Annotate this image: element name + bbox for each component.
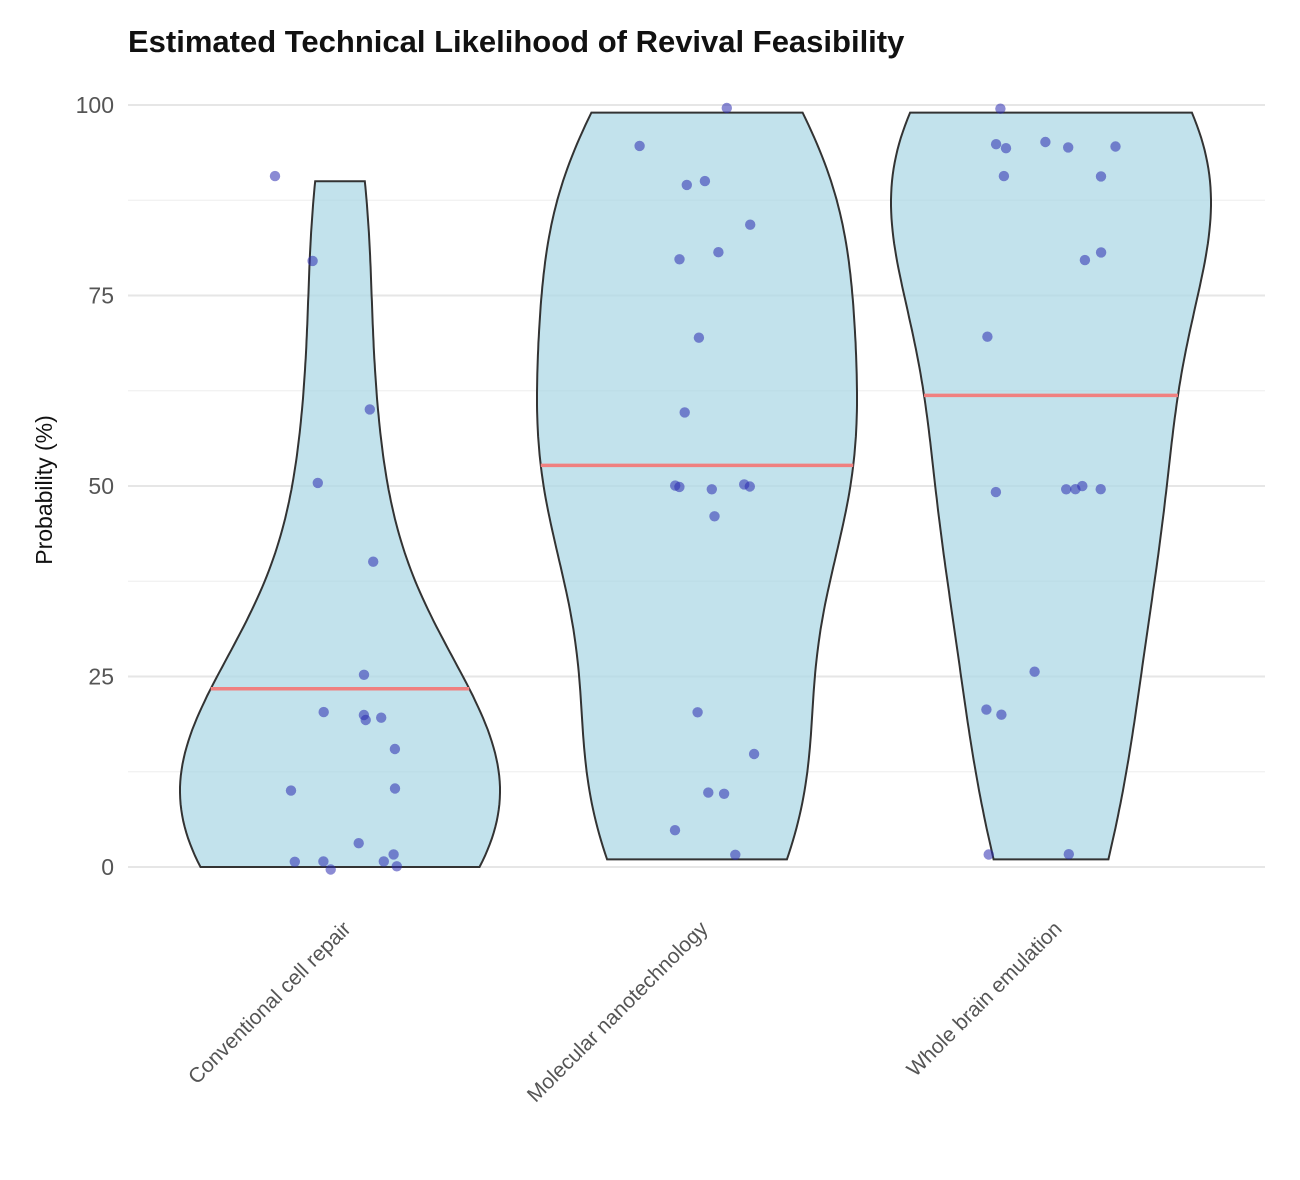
data-point — [358, 669, 370, 680]
data-point — [388, 849, 399, 860]
y-tick-label: 0 — [101, 854, 114, 880]
data-point — [318, 706, 329, 718]
data-point — [674, 254, 685, 265]
data-point — [285, 785, 297, 796]
data-point — [391, 861, 402, 872]
violin-layer — [179, 111, 1212, 868]
data-point — [693, 332, 705, 343]
data-point — [378, 856, 389, 867]
data-point — [312, 477, 323, 489]
mean-line-layer — [210, 393, 1178, 691]
data-point — [269, 170, 281, 182]
data-point — [748, 748, 760, 760]
data-point — [681, 179, 692, 191]
data-point — [1095, 247, 1107, 258]
data-point — [996, 709, 1007, 720]
data-point — [730, 849, 741, 860]
data-point — [1070, 484, 1081, 495]
data-point — [718, 788, 730, 799]
data-point — [709, 511, 720, 522]
data-point — [669, 825, 681, 836]
data-point — [325, 864, 336, 875]
data-point — [376, 712, 387, 723]
data-point — [713, 247, 724, 258]
data-point — [739, 479, 750, 490]
data-point — [983, 849, 994, 860]
data-point — [721, 102, 732, 114]
data-point — [289, 856, 300, 867]
data-point — [1110, 141, 1121, 152]
data-point — [1063, 142, 1074, 153]
data-point — [307, 255, 318, 267]
violin-2 — [890, 111, 1212, 861]
data-point — [1079, 254, 1091, 266]
data-point — [358, 709, 370, 721]
data-point — [1095, 171, 1107, 182]
data-point — [368, 556, 379, 567]
data-point — [1000, 143, 1012, 154]
data-point — [353, 838, 364, 849]
data-point — [634, 140, 645, 152]
y-tick-label: 100 — [76, 92, 114, 118]
data-point — [745, 219, 756, 230]
data-point — [670, 480, 681, 491]
data-point — [990, 486, 1002, 498]
data-point — [995, 103, 1006, 114]
data-point — [318, 856, 329, 867]
data-point — [703, 787, 714, 798]
x-category-label: Conventional cell repair — [184, 917, 355, 1088]
y-axis-label: Probability (%) — [31, 415, 57, 565]
y-axis-ticks: 0 25 50 75 100 — [76, 92, 114, 880]
data-point — [1040, 136, 1051, 148]
data-point — [389, 743, 401, 755]
data-point — [679, 407, 690, 418]
data-point — [389, 783, 401, 794]
data-point — [982, 331, 993, 342]
data-point — [1061, 484, 1072, 495]
data-point — [1063, 849, 1075, 860]
data-point — [699, 175, 711, 187]
data-point — [1095, 484, 1106, 495]
x-axis-categories: Conventional cell repair Molecular nanote… — [184, 917, 1066, 1107]
data-point — [998, 170, 1010, 182]
y-tick-label: 50 — [88, 473, 114, 499]
x-category-label: Molecular nanotechnology — [523, 917, 713, 1107]
x-category-label: Whole brain emulation — [903, 917, 1067, 1081]
data-point — [990, 139, 1002, 150]
point-layer — [269, 102, 1121, 875]
data-point — [706, 484, 717, 495]
y-tick-label: 25 — [88, 664, 114, 690]
data-point — [1029, 666, 1040, 677]
y-tick-label: 75 — [88, 283, 114, 309]
data-point — [364, 404, 375, 415]
data-point — [981, 704, 992, 715]
chart-title: Estimated Technical Likelihood of Reviva… — [128, 24, 905, 59]
data-point — [692, 707, 703, 718]
violin-0 — [179, 180, 501, 868]
violin-1 — [536, 111, 858, 861]
